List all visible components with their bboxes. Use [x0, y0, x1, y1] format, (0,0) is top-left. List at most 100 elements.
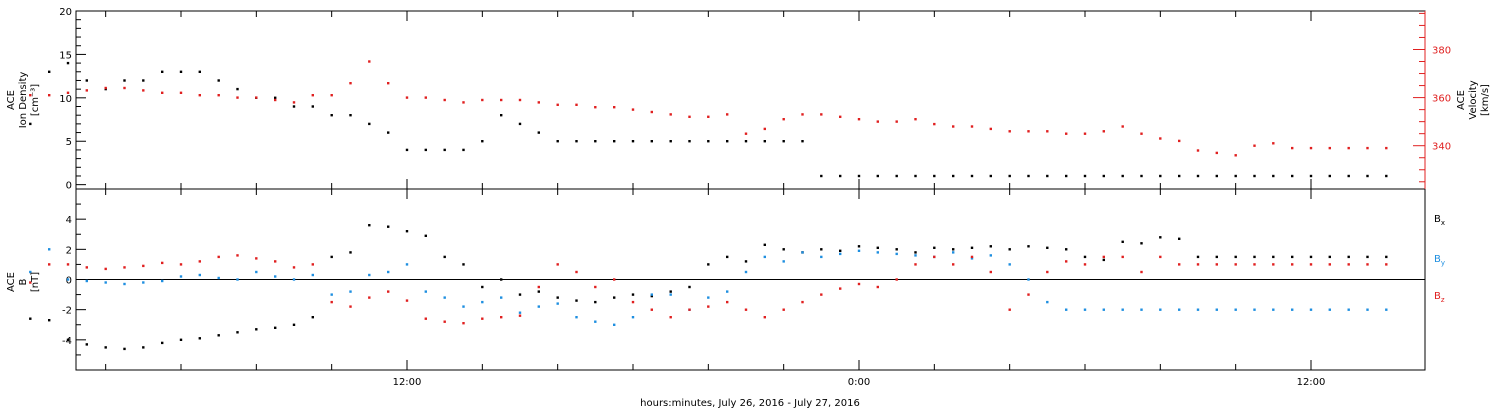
field-axis-label-line1: ACE [6, 272, 17, 292]
bx-point [349, 251, 352, 254]
velocity-axis-label-unit: [km/s] [1480, 84, 1491, 116]
density-point [66, 61, 70, 65]
velocity-point [292, 101, 296, 104]
x-tick-label: 12:00 [1297, 377, 1326, 388]
bx-point [1065, 248, 1068, 251]
velocity-point [1366, 146, 1369, 150]
bz-point [1385, 263, 1388, 266]
density-point [763, 140, 766, 143]
velocity-point [688, 115, 691, 118]
bz-point [29, 281, 32, 284]
density-point [1102, 174, 1105, 178]
density-point [989, 174, 992, 178]
bz-point [387, 290, 390, 293]
by-point [405, 263, 409, 266]
density-point [1159, 174, 1162, 178]
bx-point [179, 338, 183, 341]
velocity-point [933, 122, 936, 126]
velocity-point [613, 106, 616, 109]
velocity-point [631, 108, 635, 111]
bx-point [1215, 255, 1218, 259]
density-point [933, 174, 936, 178]
velocity-point [1291, 146, 1294, 150]
bx-point [1159, 236, 1162, 239]
bx-point [782, 248, 785, 251]
by-point [537, 305, 540, 308]
by-point [952, 251, 955, 254]
density-point [1253, 174, 1256, 178]
velocity-point [1215, 151, 1218, 155]
bz-point [820, 293, 823, 296]
bx-point [481, 285, 484, 289]
by-point [556, 302, 559, 305]
velocity-point [123, 86, 126, 90]
velocity-point [330, 94, 333, 97]
velocity-point [1234, 154, 1237, 157]
density-point [1083, 174, 1087, 178]
velocity-point [839, 115, 842, 118]
by-point [142, 281, 145, 284]
velocity-point [1121, 125, 1124, 128]
by-point [518, 311, 522, 314]
bx-point [839, 249, 842, 252]
by-point [1102, 308, 1105, 311]
by-point [1291, 308, 1294, 311]
bx-point [1234, 255, 1237, 259]
bx-point [857, 245, 861, 248]
by-point [895, 252, 898, 256]
velocity-point [48, 94, 51, 97]
velocity-point [989, 127, 992, 131]
by-point [1272, 308, 1275, 311]
density-point [1046, 174, 1049, 178]
velocity-point [387, 82, 390, 85]
density-point [726, 140, 729, 143]
velocity-point [274, 98, 277, 102]
density-point [236, 87, 239, 91]
bx-point [989, 245, 992, 248]
bz-point [1046, 270, 1049, 274]
by-point [914, 254, 917, 257]
bx-point [763, 243, 766, 246]
density-point [839, 174, 842, 178]
density-tick-label: 0 [66, 181, 72, 192]
bx-point [368, 224, 371, 227]
velocity-point [443, 98, 446, 102]
density-point [1140, 174, 1143, 178]
bx-point [387, 225, 390, 228]
density-axis-label-line1: ACE [6, 90, 17, 110]
bx-point [613, 296, 616, 299]
velocity-point [782, 118, 785, 121]
density-point [349, 114, 352, 117]
by-point [29, 270, 32, 274]
density-tick-label: 10 [59, 94, 72, 105]
velocity-point [1159, 137, 1162, 140]
density-point [142, 79, 145, 82]
density-axis-label-unit: [cm⁻³] [30, 84, 41, 116]
velocity-point [424, 96, 427, 99]
bx-point [1347, 255, 1350, 259]
field-tick-label: 0 [66, 276, 72, 287]
bx-point [1196, 255, 1200, 259]
density-point [631, 140, 635, 143]
bz-point [142, 264, 145, 268]
bz-point [481, 317, 484, 320]
by-point [782, 260, 785, 263]
density-point [179, 70, 183, 73]
velocity-point [1140, 132, 1143, 135]
bz-point [782, 308, 785, 311]
velocity-point [1272, 142, 1275, 145]
by-point [594, 320, 597, 323]
velocity-point [462, 101, 465, 104]
by-point [1027, 278, 1030, 281]
velocity-point [1328, 146, 1331, 150]
density-point [952, 174, 955, 178]
velocity-point [970, 125, 974, 128]
bx-point [744, 260, 748, 263]
density-axis-label-line2: Ion Density [18, 72, 29, 129]
by-point [989, 254, 992, 257]
density-point [914, 174, 917, 178]
bx-point [933, 246, 936, 249]
bz-point [255, 257, 258, 260]
bz-point [518, 314, 522, 317]
